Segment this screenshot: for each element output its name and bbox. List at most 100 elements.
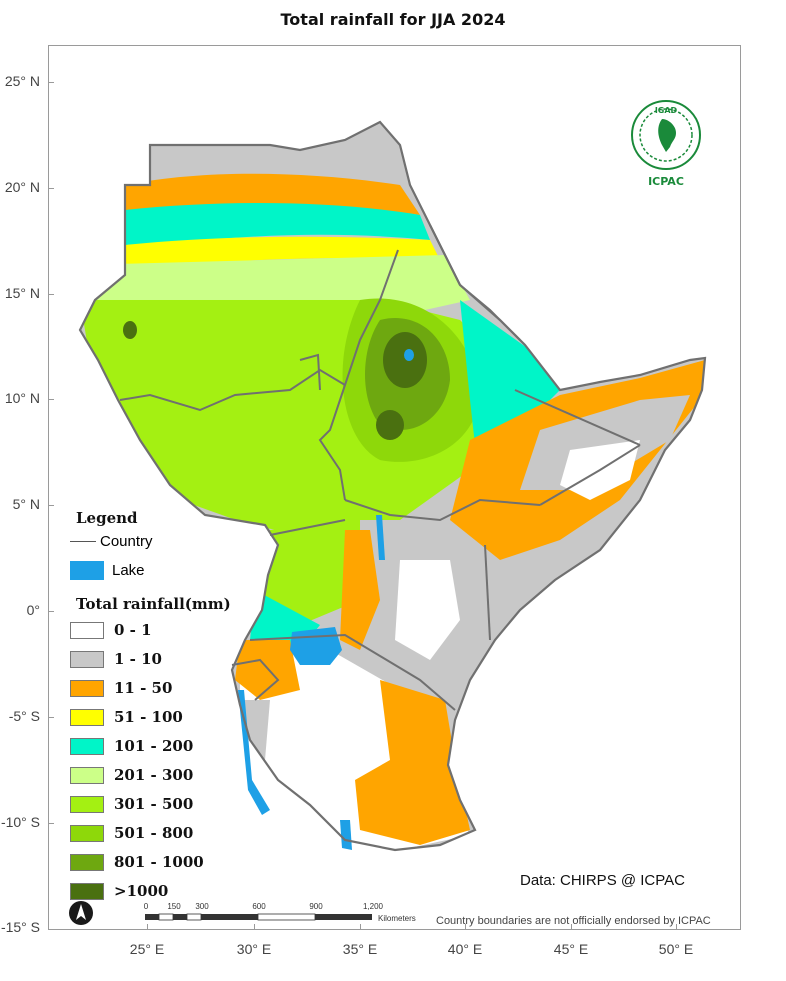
map-title: Total rainfall for JJA 2024 xyxy=(280,10,506,29)
legend-class-row: 801 - 1000 xyxy=(70,852,204,872)
legend-lake-label: Lake xyxy=(112,561,145,579)
zone-north-cyan xyxy=(125,203,430,250)
logo-icpac-text: ICPAC xyxy=(648,175,684,188)
scale-tick-label: 0 xyxy=(143,902,149,911)
lake-tanganyika xyxy=(238,690,270,815)
tick-mark xyxy=(254,924,255,930)
tick-mark xyxy=(465,924,466,930)
legend-class-label: 0 - 1 xyxy=(114,621,152,639)
legend-class-label: 51 - 100 xyxy=(114,708,183,726)
legend-class-row: 501 - 800 xyxy=(70,823,193,843)
legend-rainfall-heading: Total rainfall(mm) xyxy=(76,595,231,613)
lat-label-10s: -10° S xyxy=(0,814,40,830)
country-line-icon xyxy=(70,540,96,542)
lake-tana xyxy=(404,349,414,361)
legend-class-label: 1 - 10 xyxy=(114,650,162,668)
lake-turkana xyxy=(376,515,385,560)
legend-class-row: 201 - 300 xyxy=(70,765,193,785)
swatch-0-1 xyxy=(70,621,104,639)
zone-kenya-white xyxy=(395,560,460,660)
zone-west-tz-grey xyxy=(240,700,270,760)
legend-class-label: >1000 xyxy=(114,882,169,900)
lake-malawi xyxy=(340,820,352,850)
swatch-51-100 xyxy=(70,708,104,726)
scale-bar-graphic xyxy=(145,913,372,921)
lat-label-15s: -15° S xyxy=(0,919,40,935)
legend-class-label: 101 - 200 xyxy=(114,737,194,755)
north-arrow-icon xyxy=(69,901,93,925)
scale-tick-label: 300 xyxy=(195,902,209,911)
data-credit: Data: CHIRPS @ ICPAC xyxy=(520,872,685,889)
country-boundaries xyxy=(119,145,641,711)
lon-label-35e: 35° E xyxy=(342,941,378,957)
scale-unit: Kilometers xyxy=(378,914,416,923)
tick-mark xyxy=(48,188,54,189)
legend-class-row: 0 - 1 xyxy=(70,620,152,640)
zone-darfur-peak xyxy=(123,321,137,339)
zone-ethiopia-1000b xyxy=(376,410,404,440)
zone-rift-orange xyxy=(340,530,380,650)
scale-tick-label: 150 xyxy=(167,902,181,911)
tick-mark xyxy=(48,82,54,83)
legend-class-label: 11 - 50 xyxy=(114,679,173,697)
zone-burundi-orange xyxy=(235,640,300,700)
legend-class-label: 501 - 800 xyxy=(114,824,194,842)
africa-icon xyxy=(658,119,676,152)
legend-class-label: 301 - 500 xyxy=(114,795,194,813)
swatch-501-800 xyxy=(70,824,104,842)
legend-class-row: 51 - 100 xyxy=(70,707,183,727)
lat-label-20n: 20° N xyxy=(4,179,40,195)
scale-tick-label: 900 xyxy=(309,902,323,911)
legend-class-row: 11 - 50 xyxy=(70,678,172,698)
lat-label-15n: 15° N xyxy=(4,285,40,301)
swatch-11-50 xyxy=(70,679,104,697)
zone-ethiopia-1000 xyxy=(383,332,427,388)
lon-label-40e: 40° E xyxy=(447,941,483,957)
lake-swatch xyxy=(70,560,104,580)
zone-somali-grey xyxy=(520,395,690,490)
lon-label-25e: 25° E xyxy=(129,941,165,957)
legend-class-row: 101 - 200 xyxy=(70,736,193,756)
tick-mark xyxy=(48,399,54,400)
swatch-1-10 xyxy=(70,650,104,668)
swatch-201-300 xyxy=(70,766,104,784)
lat-label-5n: 5° N xyxy=(12,496,40,512)
tick-mark xyxy=(48,611,54,612)
lat-label-25n: 25° N xyxy=(4,73,40,89)
logo-ring-inner xyxy=(639,108,693,162)
tick-mark xyxy=(676,924,677,930)
lat-label-0: 0° xyxy=(26,602,40,618)
legend-class-label: 801 - 1000 xyxy=(114,853,204,871)
zone-tanzania-orange xyxy=(355,680,470,845)
lon-label-30e: 30° E xyxy=(236,941,272,957)
tick-mark xyxy=(48,505,54,506)
legend-class-row: 301 - 500 xyxy=(70,794,193,814)
swatch-101-200 xyxy=(70,737,104,755)
icpac-logo: IGAD ICPAC xyxy=(631,100,701,188)
logo-igad-text: IGAD xyxy=(655,106,678,115)
tick-mark xyxy=(48,294,54,295)
rainfall-map xyxy=(78,120,707,852)
tick-mark xyxy=(48,717,54,718)
tick-mark xyxy=(48,823,54,824)
scale-tick-label: 1,200 xyxy=(362,902,384,911)
swatch-801-1000 xyxy=(70,853,104,871)
legend-class-row: >1000 xyxy=(70,881,168,901)
legend-lake-row: Lake xyxy=(70,560,145,580)
swatch-gt-1000 xyxy=(70,882,104,900)
legend-class-label: 201 - 300 xyxy=(114,766,194,784)
disclaimer: Country boundaries are not officially en… xyxy=(436,915,711,927)
swatch-301-500 xyxy=(70,795,104,813)
legend-class-row: 1 - 10 xyxy=(70,649,162,669)
lon-label-50e: 50° E xyxy=(658,941,694,957)
legend-heading: Legend xyxy=(76,509,138,527)
legend-country-row: Country xyxy=(70,531,153,551)
lon-label-45e: 45° E xyxy=(553,941,589,957)
tick-mark xyxy=(571,924,572,930)
scale-tick-label: 600 xyxy=(252,902,266,911)
legend-country-label: Country xyxy=(100,532,153,550)
tick-mark xyxy=(360,924,361,930)
lake-victoria xyxy=(290,627,342,665)
lat-label-10n: 10° N xyxy=(4,390,40,406)
logo-ring-outer xyxy=(631,100,701,170)
